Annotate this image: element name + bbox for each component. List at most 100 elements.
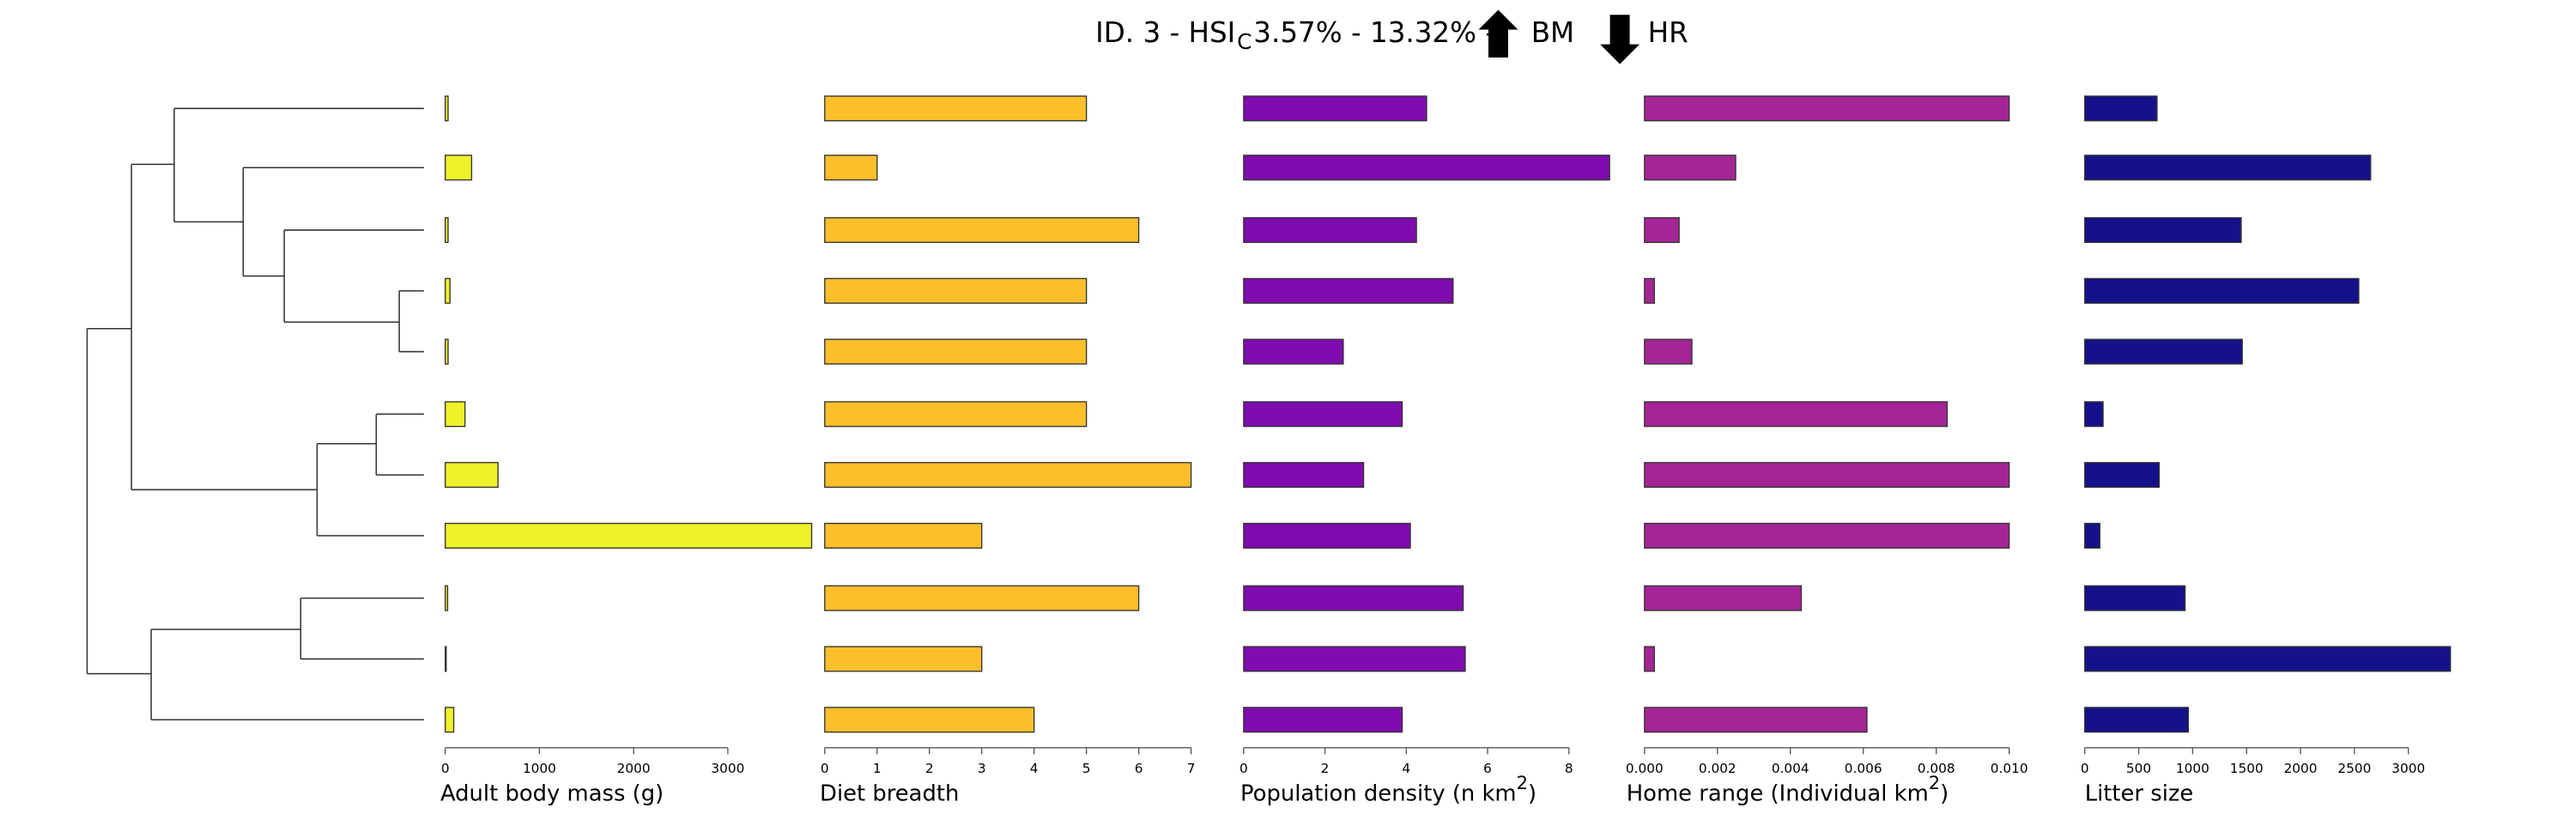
x-tick-label: 0.006	[1845, 761, 1882, 776]
x-axis-label-part: Adult body mass (g)	[440, 781, 664, 806]
bar	[1644, 277, 1655, 304]
bar	[1243, 522, 1411, 549]
x-axis-label: Home range (Individual km2)	[1627, 772, 1949, 806]
x-axis-label: Diet breadth	[820, 781, 959, 806]
x-tick-label: 4	[1402, 761, 1410, 776]
bar	[1644, 216, 1680, 243]
bar	[2084, 95, 2158, 122]
x-tick-label: 2	[925, 761, 934, 776]
x-tick-label: 0	[441, 761, 450, 776]
dendrogram	[86, 107, 424, 721]
bar	[1243, 95, 1427, 122]
bar	[1644, 95, 2010, 122]
x-tick-label: 0	[1240, 761, 1248, 776]
x-tick-label: 1000	[2176, 761, 2209, 776]
bar	[824, 462, 1192, 489]
bar	[2084, 707, 2190, 733]
x-axis-label-superscript: 2	[1929, 772, 1940, 793]
x-axis-label-part: Diet breadth	[820, 781, 959, 806]
bar	[445, 462, 499, 489]
bar	[2084, 277, 2360, 304]
bar	[824, 401, 1088, 428]
bar	[1644, 462, 2010, 489]
x-axis-label: Litter size	[2085, 781, 2194, 806]
x-tick-label: 1000	[523, 761, 556, 776]
bar	[824, 155, 878, 181]
x-tick-label: 8	[1565, 761, 1573, 776]
title-text: 3.57% - 13.32% -	[1253, 16, 1495, 49]
x-tick-label: 0.010	[1991, 761, 2028, 776]
bar	[1644, 401, 1949, 428]
x-tick-label: 0.004	[1772, 761, 1809, 776]
bar	[2084, 646, 2452, 672]
bar	[824, 646, 983, 672]
bar	[2084, 462, 2161, 489]
title-text: HR	[1648, 16, 1688, 49]
bar	[445, 155, 473, 181]
bar	[824, 707, 1035, 733]
bar	[1243, 707, 1403, 733]
bar	[1243, 646, 1466, 672]
bar	[2084, 522, 2100, 549]
x-tick-label: 0	[821, 761, 829, 776]
x-tick-label: 6	[1135, 761, 1143, 776]
bar	[1243, 585, 1464, 611]
x-tick-label: 6	[1483, 761, 1492, 776]
bar	[824, 277, 1088, 304]
bar	[1644, 585, 1803, 611]
bar	[2084, 216, 2242, 243]
x-tick-label: 4	[1030, 761, 1039, 776]
x-tick-label: 0	[2081, 761, 2089, 776]
x-tick-label: 2000	[2284, 761, 2318, 776]
bar	[824, 216, 1140, 243]
down-arrow	[1600, 15, 1640, 64]
bar	[2084, 338, 2243, 365]
bar	[1243, 462, 1365, 489]
x-axis-label-part: )	[1528, 781, 1537, 806]
up-arrow	[1478, 9, 1518, 58]
x-tick-label: 3000	[2391, 761, 2425, 776]
bar	[1644, 522, 2010, 549]
bar	[1644, 707, 1868, 733]
x-axis-label-part: Home range (Individual km	[1627, 781, 1929, 806]
x-tick-label: 0.008	[1918, 761, 1955, 776]
bar	[2084, 155, 2372, 181]
bar	[1243, 401, 1403, 428]
bar	[1243, 155, 1610, 181]
x-tick-label: 0.000	[1626, 761, 1664, 776]
bar	[824, 522, 983, 549]
bar	[1243, 216, 1417, 243]
bar	[2084, 585, 2186, 611]
x-tick-label: 3	[978, 761, 986, 776]
bar	[445, 646, 447, 672]
x-tick-label: 1	[873, 761, 882, 776]
x-tick-label: 7	[1187, 761, 1196, 776]
bar	[445, 338, 449, 365]
bar	[1644, 155, 1737, 181]
bar	[445, 277, 451, 304]
title-text: ID. 3 - HSI	[1095, 16, 1235, 49]
title-subscript: C	[1237, 29, 1252, 54]
bar	[445, 707, 455, 733]
bar	[1243, 338, 1344, 365]
bar	[445, 401, 466, 428]
x-tick-label: 0.002	[1699, 761, 1737, 776]
bar	[445, 95, 449, 122]
bar	[445, 522, 813, 549]
x-tick-label: 2000	[617, 761, 651, 776]
x-tick-label: 2	[1321, 761, 1330, 776]
x-tick-label: 1500	[2230, 761, 2264, 776]
x-tick-label: 2500	[2337, 761, 2371, 776]
bar	[1644, 646, 1655, 672]
x-axis-label-part: )	[1940, 781, 1949, 806]
bar	[824, 95, 1088, 122]
x-axis-label-part: Litter size	[2085, 781, 2194, 806]
x-axis-label-superscript: 2	[1517, 772, 1528, 793]
title-text: BM	[1531, 16, 1574, 49]
bar	[824, 338, 1088, 365]
x-axis-label: Adult body mass (g)	[440, 781, 664, 806]
bar	[824, 585, 1140, 611]
x-tick-label: 500	[2126, 761, 2151, 776]
